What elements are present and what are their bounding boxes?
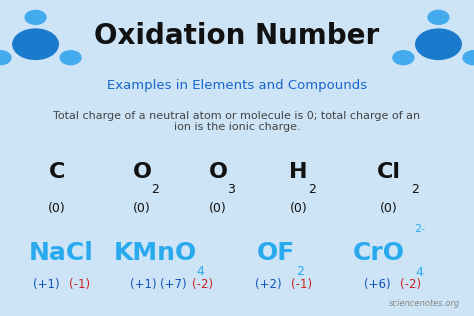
Text: (-1): (-1) bbox=[292, 278, 312, 291]
Text: 2: 2 bbox=[308, 183, 316, 196]
Text: 4: 4 bbox=[416, 266, 423, 279]
Text: H: H bbox=[289, 162, 308, 182]
Text: (0): (0) bbox=[209, 202, 227, 215]
Text: (0): (0) bbox=[133, 202, 151, 215]
Text: O: O bbox=[133, 162, 152, 182]
Text: KMnO: KMnO bbox=[114, 241, 197, 265]
Circle shape bbox=[25, 10, 46, 24]
Circle shape bbox=[463, 51, 474, 65]
Text: Oxidation Number: Oxidation Number bbox=[94, 22, 380, 50]
Circle shape bbox=[13, 29, 58, 59]
Text: (0): (0) bbox=[290, 202, 308, 215]
Text: 2: 2 bbox=[296, 265, 304, 278]
Text: O: O bbox=[209, 162, 228, 182]
Text: (+2): (+2) bbox=[255, 278, 282, 291]
Text: C: C bbox=[49, 162, 65, 182]
Circle shape bbox=[60, 51, 81, 65]
Text: OF: OF bbox=[257, 241, 295, 265]
Text: (-2): (-2) bbox=[401, 278, 421, 291]
Text: (+6): (+6) bbox=[365, 278, 391, 291]
Text: (+1): (+1) bbox=[130, 278, 156, 291]
Circle shape bbox=[0, 51, 11, 65]
Text: 2-: 2- bbox=[414, 224, 425, 234]
Text: NaCl: NaCl bbox=[29, 241, 94, 265]
Circle shape bbox=[393, 51, 414, 65]
Text: Examples in Elements and Compounds: Examples in Elements and Compounds bbox=[107, 79, 367, 92]
Text: (0): (0) bbox=[380, 202, 398, 215]
Text: (-1): (-1) bbox=[69, 278, 90, 291]
Text: (-2): (-2) bbox=[192, 278, 213, 291]
Text: (+1): (+1) bbox=[33, 278, 59, 291]
Text: Total charge of a neutral atom or molecule is 0; total charge of an
ion is the i: Total charge of a neutral atom or molecu… bbox=[54, 111, 420, 132]
Text: (+7): (+7) bbox=[160, 278, 186, 291]
Text: CrO: CrO bbox=[353, 241, 405, 265]
Text: (0): (0) bbox=[48, 202, 66, 215]
Text: Cl: Cl bbox=[377, 162, 401, 182]
Circle shape bbox=[416, 29, 461, 59]
Text: 2: 2 bbox=[411, 183, 419, 196]
Text: 4: 4 bbox=[197, 265, 204, 278]
Text: 3: 3 bbox=[228, 183, 235, 196]
Text: sciencenotes.org: sciencenotes.org bbox=[389, 299, 460, 308]
Text: 2: 2 bbox=[152, 183, 159, 196]
Circle shape bbox=[428, 10, 449, 24]
